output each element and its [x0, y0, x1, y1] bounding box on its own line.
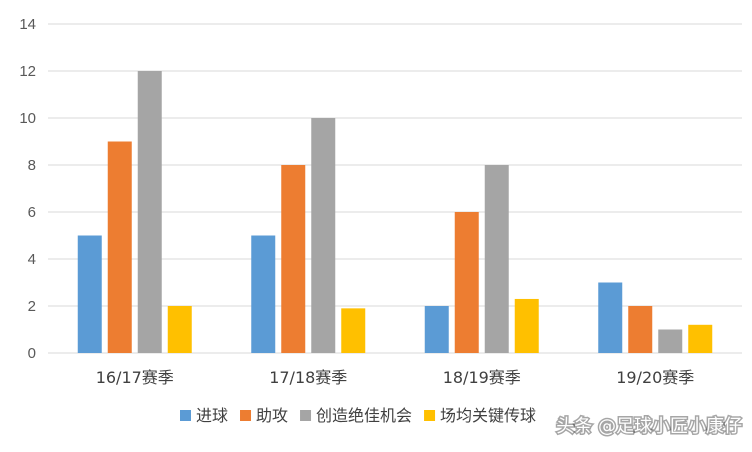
bar-1-3 — [424, 306, 449, 353]
gridlines — [48, 23, 742, 354]
y-tick-label: 0 — [28, 345, 36, 362]
bars — [77, 71, 713, 353]
y-tick-label: 8 — [28, 157, 36, 174]
y-tick-label: 2 — [28, 298, 36, 315]
legend-label: 进球 — [196, 406, 228, 425]
bar-4-4 — [688, 324, 713, 353]
x-axis-categories: 16/17赛季 17/18赛季 18/19赛季 19/20赛季 — [96, 368, 695, 387]
bar-2-3 — [454, 212, 479, 353]
legend-swatch — [424, 410, 436, 421]
y-tick-label: 6 — [28, 204, 36, 221]
bar-3-1 — [137, 71, 162, 353]
y-tick-label: 10 — [19, 110, 36, 127]
legend-swatch — [180, 410, 191, 421]
legend-swatch — [300, 410, 312, 421]
bar-1-1 — [77, 235, 102, 353]
legend-label: 助攻 — [256, 406, 288, 425]
legend-label: 场均关键传球 — [440, 406, 536, 425]
bar-4-3 — [514, 298, 539, 353]
bar-4-2 — [341, 308, 366, 353]
x-category-label: 19/20赛季 — [616, 368, 694, 387]
bar-1-2 — [251, 235, 276, 353]
legend-swatch — [240, 410, 252, 421]
bar-3-4 — [658, 329, 683, 353]
y-tick-label: 12 — [19, 63, 36, 80]
bar-2-1 — [107, 141, 132, 353]
y-tick-label: 4 — [28, 251, 36, 268]
bar-2-4 — [628, 306, 653, 353]
x-category-label: 16/17赛季 — [96, 368, 174, 387]
bar-2-2 — [281, 165, 306, 353]
bar-4-1 — [167, 306, 192, 353]
x-category-label: 17/18赛季 — [269, 368, 347, 387]
y-tick-label: 14 — [19, 16, 36, 33]
watermark-text: 头条 @足球小匠小康仔 — [556, 416, 742, 437]
y-axis-ticks: 0 2 4 6 8 10 12 14 — [19, 16, 36, 362]
bar-3-2 — [311, 118, 336, 353]
watermark: 头条 @足球小匠小康仔 — [555, 415, 744, 439]
bar-1-4 — [598, 282, 623, 353]
legend: 进球 助攻 创造绝佳机会 场均关键传球 — [180, 406, 536, 425]
x-category-label: 18/19赛季 — [443, 368, 521, 387]
legend-label: 创造绝佳机会 — [316, 406, 412, 425]
bar-3-3 — [484, 165, 509, 353]
